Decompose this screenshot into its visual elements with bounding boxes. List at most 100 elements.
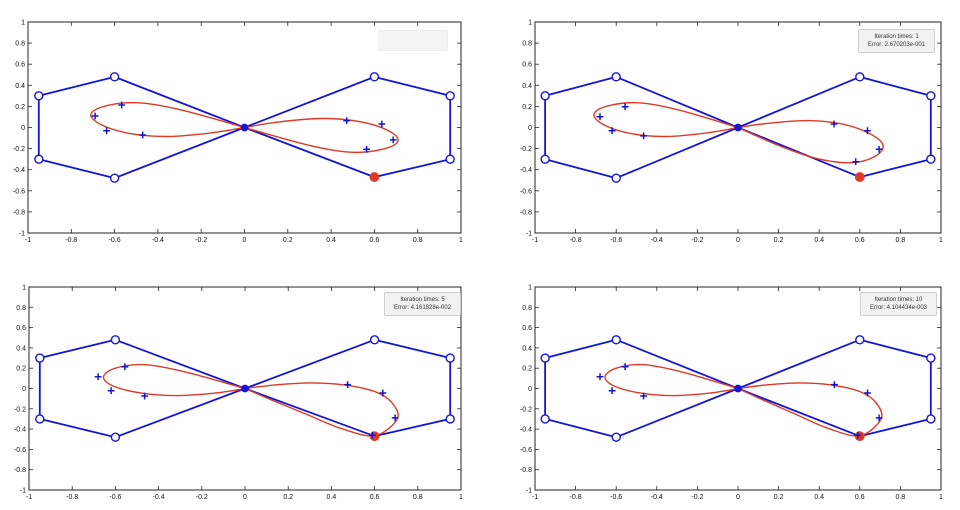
x-tick-label: -0.4 <box>651 494 663 501</box>
control-vertex-circle <box>109 72 120 82</box>
control-vertex-circle <box>540 414 550 424</box>
data-point-plus-marker <box>103 127 110 135</box>
y-tick-label: 0.6 <box>15 62 25 69</box>
x-tick-label: -0.2 <box>196 494 208 501</box>
y-tick-label: -0.2 <box>13 146 25 153</box>
y-tick-label: 0 <box>21 125 25 132</box>
data-point-plus-marker <box>621 363 629 371</box>
x-tick-label: -0.8 <box>570 237 582 244</box>
y-tick-label: 0.4 <box>522 83 532 90</box>
control-vertex-circle <box>445 353 455 363</box>
origin-point-marker <box>241 384 249 393</box>
data-point-plus-marker <box>363 145 370 153</box>
control-vertex-circle <box>855 72 865 82</box>
data-point-plus-marker <box>94 373 102 381</box>
x-tick-label: 0.6 <box>855 494 865 501</box>
target-point-marker <box>369 431 380 442</box>
x-tick-label: 0 <box>243 494 247 501</box>
control-vertex-circle <box>611 432 621 442</box>
control-vertex-circle <box>35 414 45 424</box>
x-tick-label: 1 <box>939 494 943 501</box>
control-vertex-circle <box>611 173 621 183</box>
y-tick-label: 0 <box>528 386 532 393</box>
x-tick-label: -0.6 <box>109 237 121 244</box>
origin-point-marker <box>734 123 742 132</box>
fitted-curve-left-lobe <box>90 101 245 138</box>
x-tick-label: -0.8 <box>570 494 582 501</box>
data-point-plus-marker <box>875 145 883 153</box>
x-tick-label: -0.2 <box>691 494 703 501</box>
y-tick-label: 1 <box>22 285 26 292</box>
y-tick-label: 1 <box>528 285 532 292</box>
origin-point-marker <box>240 123 249 132</box>
control-vertex-circle <box>34 154 44 164</box>
y-tick-label: -0.8 <box>520 209 532 216</box>
y-tick-label: 0.6 <box>522 62 532 69</box>
data-point-plus-marker <box>621 103 629 111</box>
control-vertex-circle <box>34 91 44 101</box>
data-point-plus-marker <box>608 127 616 135</box>
target-point-marker <box>854 431 865 442</box>
control-vertex-circle <box>110 335 121 345</box>
fitted-curve-right-lobe <box>244 117 399 154</box>
fitted-curve-left-lobe <box>593 101 739 138</box>
y-tick-label: -0.4 <box>13 167 25 174</box>
y-tick-label: -0.6 <box>520 188 532 195</box>
annotation-iteration-text: Iteration times: 5 <box>400 297 445 303</box>
data-point-plus-marker <box>864 389 871 397</box>
data-point-plus-marker <box>596 113 604 121</box>
data-point-plus-marker <box>107 387 115 395</box>
target-point-marker <box>369 172 380 182</box>
x-tick-label: 0.4 <box>814 494 824 501</box>
data-point-plus-marker <box>91 112 99 120</box>
x-tick-label: 0.8 <box>896 237 906 244</box>
data-point-plus-marker <box>830 120 838 128</box>
data-point-plus-marker <box>141 392 148 400</box>
control-vertex-circle <box>540 91 550 101</box>
data-point-plus-marker <box>139 131 147 139</box>
x-tick-label: 0 <box>736 494 740 501</box>
y-tick-label: 0.2 <box>522 104 532 111</box>
fitted-curve-left-lobe <box>604 363 739 397</box>
y-tick-label: 0.8 <box>16 305 26 312</box>
x-tick-label: -0.8 <box>66 494 78 501</box>
control-vertex-circle <box>110 432 121 442</box>
data-point-plus-marker <box>369 431 376 439</box>
y-tick-label: 0.4 <box>522 345 532 352</box>
data-point-plus-marker <box>640 392 647 400</box>
data-point-plus-marker <box>852 158 860 166</box>
control-vertex-circle <box>445 154 455 164</box>
data-point-plus-marker <box>118 101 126 109</box>
annotation-error-text: Error: 2.670203e-001 <box>867 42 926 48</box>
x-tick-label: 0.6 <box>370 237 380 244</box>
x-tick-label: -0.2 <box>195 237 207 244</box>
subplot-iteration-1: -1-1 -0.8 -0.8 -0.6 -0.6 -0.4 -0.4 -0.2 -0.2 0 0 0.… <box>520 20 943 245</box>
annotation-box-iteration-5: Iteration times: 5 Error: 4.161828e-002 <box>384 292 461 316</box>
annotation-error-text: Error: 4.104434e-003 <box>869 305 928 311</box>
annotation-iteration-text: Iteration times: 1 <box>874 34 919 40</box>
x-tick-label: 0.4 <box>326 237 336 244</box>
y-tick-label: -1 <box>20 488 26 495</box>
x-tick-label: -0.2 <box>691 237 703 244</box>
control-vertex-circle <box>926 414 936 424</box>
data-point-plus-marker <box>121 363 129 371</box>
control-vertex-circle <box>369 72 380 82</box>
y-tick-label: 0.6 <box>522 325 532 332</box>
x-tick-label: -1 <box>532 237 538 244</box>
control-vertex-circle <box>369 335 380 345</box>
data-point-plus-marker <box>831 381 838 388</box>
control-vertex-circle <box>445 91 455 101</box>
x-tick-label: -0.6 <box>610 237 622 244</box>
x-tick-label: 0.6 <box>370 494 380 501</box>
x-tick-label: -0.8 <box>65 237 77 244</box>
x-tick-label: 0.2 <box>774 237 784 244</box>
fitted-curve-right-lobe <box>244 382 399 437</box>
origin-point-marker <box>734 384 742 393</box>
control-vertex-circle <box>926 353 936 363</box>
annotation-iteration-text: Iteration times: 10 <box>874 297 923 303</box>
subplot-iteration-5: -1-1 -0.8 -0.8 -0.6 -0.6 -0.4 -0.4 -0.2 -0.2 0 0 0.… <box>14 285 463 502</box>
x-tick-label: 0.4 <box>327 494 337 501</box>
control-vertex-circle <box>540 154 550 164</box>
x-tick-label: 0.2 <box>283 237 293 244</box>
annotation-box-iteration-1: Iteration times: 1 Error: 2.670203e-001 <box>858 29 935 53</box>
